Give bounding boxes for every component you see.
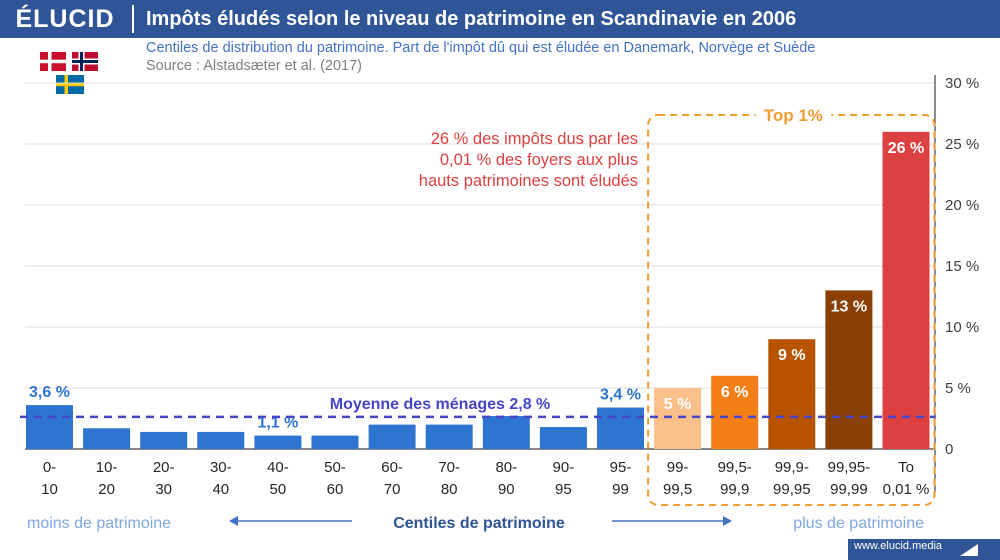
x-tick-label: 20 [98,481,115,498]
bar [482,416,530,449]
x-tick-label: 40- [267,459,289,476]
x-tick-label: 99,5- [718,459,752,476]
data-labels: 3,6 % 1,1 % 3,4 % 5 % 6 % 9 % 13 % 26 % [29,140,924,432]
bottom-axis: moins de patrimoine Centiles de patrimoin… [27,515,924,532]
bar [825,290,873,449]
data-label: 3,6 % [29,384,70,401]
norway-flag [72,52,98,71]
data-label: 3,4 % [600,387,641,404]
x-tick-label: 99,5 [663,481,692,498]
data-label: 5 % [664,396,692,413]
x-tick-label: 95- [610,459,632,476]
x-tick-label: 30- [210,459,232,476]
x-tick-label: 30 [155,481,172,498]
y-axis: 0 5 % 10 % 15 % 20 % 25 % 30 % [934,75,979,494]
data-label: 6 % [721,384,749,401]
top-group-label-bg [755,103,832,127]
header-bar: ÉLUCID Impôts éludés selon le niveau de … [0,0,1000,38]
bottom-right-label: plus de patrimoine [793,515,924,532]
x-tick-label: 0- [43,459,56,476]
x-tick-label: 99 [612,481,629,498]
y-tick-label: 5 % [945,380,971,397]
y-tick-label: 20 % [945,197,979,214]
x-tick-label: 70- [438,459,460,476]
average-line-group: Moyenne des ménages 2,8 % [20,396,935,419]
x-tick-label: 60 [327,481,344,498]
bottom-center-label: Centiles de patrimoine [393,515,565,532]
y-tick-label: 25 % [945,136,979,153]
bar [768,339,816,449]
bar [311,435,359,449]
bottom-left-label: moins de patrimoine [27,515,171,532]
elucid-logo[interactable]: ÉLUCID [15,5,115,33]
x-tick-label: 80- [495,459,517,476]
right-arrow-head [723,516,732,526]
bar [254,435,302,449]
footer-logo-mark [960,544,978,556]
x-tick-label: 99,95- [828,459,871,476]
x-tick-label: 40 [212,481,229,498]
x-tick-label: 70 [384,481,401,498]
x-tick-label: 50 [270,481,287,498]
grid-lines [25,82,935,450]
bar [140,431,188,449]
annotation: 26 % des impôts dus par les 0,01 % des fo… [419,130,638,190]
x-tick-label: 0,01 % [883,481,930,498]
y-tick-label: 10 % [945,319,979,336]
y-tick-label: 15 % [945,258,979,275]
bar [197,431,245,449]
x-tick-label: 99,9- [775,459,809,476]
x-tick-label: 90- [553,459,575,476]
data-label: 13 % [831,298,867,315]
x-tick-label: 20- [153,459,175,476]
footer-url[interactable]: www.elucid.media [854,540,943,552]
y-tick-label: 0 [945,441,953,458]
left-arrow-head [229,516,238,526]
data-label: 26 % [888,140,924,157]
logo-divider [132,5,134,33]
bar [83,428,131,449]
bars [26,131,930,450]
annotation-line: 0,01 % des foyers aux plus [440,151,638,169]
chart-subtitle: Centiles de distribution du patrimoine. … [146,40,816,56]
bar [711,375,759,449]
chart-title: Impôts éludés selon le niveau de patrimo… [146,8,797,30]
x-tick-label: 99,95 [773,481,811,498]
bar [539,427,587,449]
bar [425,424,473,449]
x-tick-label: 50- [324,459,346,476]
x-tick-label: 90 [498,481,515,498]
data-label: 9 % [778,347,806,364]
top-group-label: Top 1% [764,106,823,125]
sweden-flag [56,75,84,94]
x-tick-label: 95 [555,481,572,498]
y-tick-label: 30 % [945,75,979,92]
x-tick-label: 80 [441,481,458,498]
x-tick-label: 10- [96,459,118,476]
footer [848,539,1000,560]
data-label: 1,1 % [257,415,298,432]
average-label: Moyenne des ménages 2,8 % [330,396,551,413]
x-tick-label: 10 [41,481,58,498]
annotation-line: hauts patrimoines sont éludés [419,172,638,190]
x-tick-label: 99,9 [720,481,749,498]
bar [882,131,930,450]
bar [597,407,644,449]
x-tick-label: To [898,459,914,476]
x-tick-label: 99,99 [830,481,868,498]
x-axis: 0- 10 10- 20 20- 30 30- 40 40- 50 50- 60 60- 70 70- 80 8… [41,459,929,498]
bar [654,388,702,449]
denmark-flag [40,52,66,71]
x-tick-label: 99- [667,459,689,476]
x-tick-label: 60- [381,459,403,476]
top-group: Top 1% [647,103,936,506]
bar [26,405,73,449]
chart-source: Source : Alstadsæter et al. (2017) [146,58,362,74]
annotation-line: 26 % des impôts dus par les [431,130,638,148]
bar [368,424,416,449]
